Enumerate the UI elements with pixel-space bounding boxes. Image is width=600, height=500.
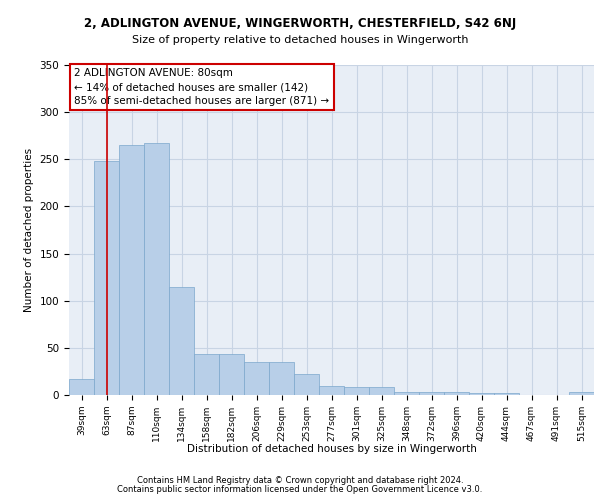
Bar: [494, 393, 519, 395]
Bar: [319, 386, 344, 395]
Bar: [269, 362, 294, 395]
Bar: [69, 379, 94, 395]
Y-axis label: Number of detached properties: Number of detached properties: [24, 148, 34, 312]
Text: 2 ADLINGTON AVENUE: 80sqm
← 14% of detached houses are smaller (142)
85% of semi: 2 ADLINGTON AVENUE: 80sqm ← 14% of detac…: [74, 68, 329, 106]
Bar: [419, 392, 444, 395]
Bar: [219, 354, 244, 395]
Bar: [469, 393, 494, 395]
Bar: [244, 362, 269, 395]
Bar: [119, 145, 144, 395]
Text: Size of property relative to detached houses in Wingerworth: Size of property relative to detached ho…: [132, 35, 468, 45]
Bar: [94, 161, 119, 395]
Bar: [369, 386, 394, 395]
Text: 2, ADLINGTON AVENUE, WINGERWORTH, CHESTERFIELD, S42 6NJ: 2, ADLINGTON AVENUE, WINGERWORTH, CHESTE…: [84, 18, 516, 30]
Bar: [394, 392, 419, 395]
Bar: [169, 286, 194, 395]
Bar: [144, 144, 169, 395]
Bar: [569, 392, 594, 395]
Text: Contains public sector information licensed under the Open Government Licence v3: Contains public sector information licen…: [118, 484, 482, 494]
Bar: [194, 354, 219, 395]
Bar: [294, 374, 319, 395]
Bar: [444, 392, 469, 395]
Text: Contains HM Land Registry data © Crown copyright and database right 2024.: Contains HM Land Registry data © Crown c…: [137, 476, 463, 485]
X-axis label: Distribution of detached houses by size in Wingerworth: Distribution of detached houses by size …: [187, 444, 476, 454]
Bar: [344, 386, 369, 395]
